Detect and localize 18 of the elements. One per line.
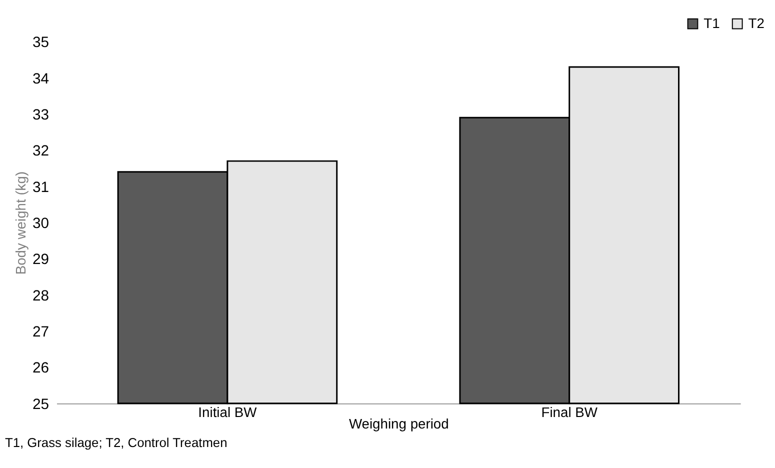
x-axis-title: Weighing period [348, 416, 449, 432]
x-tick-label: Final BW [541, 404, 598, 420]
y-tick-label: 32 [32, 144, 50, 160]
y-tick-label: 25 [32, 396, 50, 413]
y-axis-title: Body weight (kg) [12, 171, 29, 275]
legend-label: T1 [704, 14, 720, 31]
y-tick-label: 26 [32, 360, 50, 377]
y-tick-label: 30 [32, 216, 50, 232]
y-tick-label: 28 [32, 288, 50, 304]
y-tick-label: 33 [32, 107, 50, 124]
x-tick-label: Initial BW [198, 404, 258, 420]
y-tick-label: 29 [32, 252, 50, 268]
legend-label: T2 [748, 14, 765, 31]
y-tick-label: 34 [32, 71, 50, 88]
y-tick-label: 31 [32, 180, 50, 196]
y-tick-label: 35 [32, 35, 50, 52]
text: T1, Grass silage; T2, Control Treatmen [4, 435, 228, 450]
y-tick-label: 27 [32, 324, 50, 341]
